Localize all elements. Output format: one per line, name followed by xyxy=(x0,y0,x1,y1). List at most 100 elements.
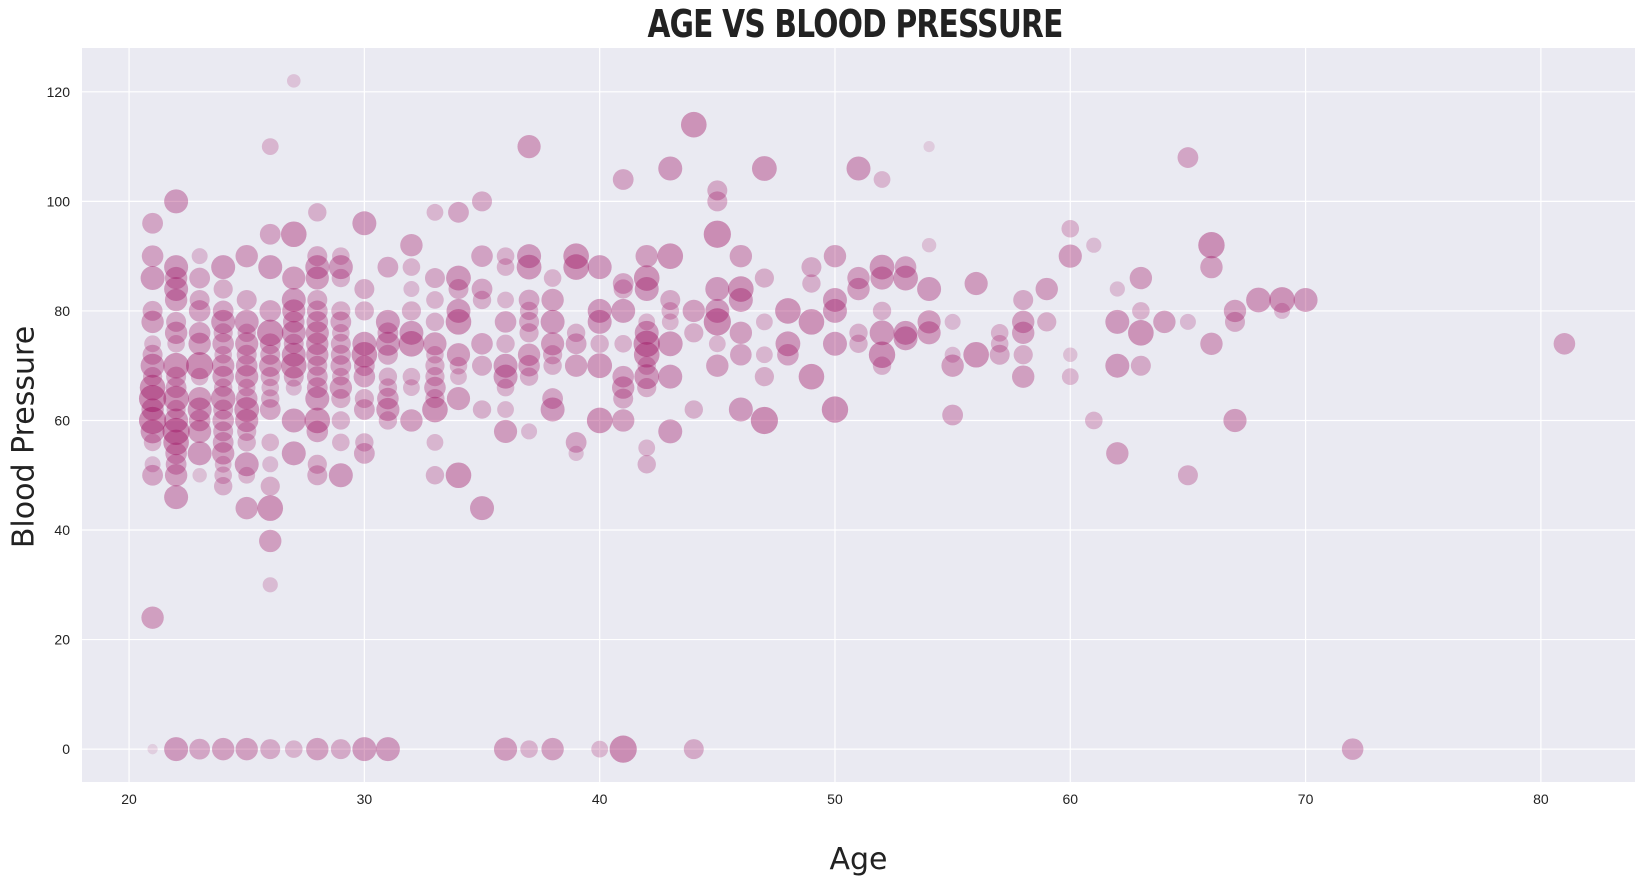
data-point xyxy=(305,255,330,280)
data-point xyxy=(754,268,774,288)
data-point xyxy=(260,367,280,387)
data-point xyxy=(705,277,730,302)
data-point xyxy=(235,332,259,356)
data-point xyxy=(729,321,753,345)
data-point xyxy=(328,463,353,488)
data-point xyxy=(260,344,281,365)
data-point xyxy=(634,364,660,390)
data-point xyxy=(305,266,329,290)
data-point xyxy=(259,529,282,553)
data-point xyxy=(305,321,329,345)
data-point xyxy=(1013,289,1034,310)
data-point xyxy=(281,287,306,312)
data-point xyxy=(212,332,234,355)
x-tick-label: 70 xyxy=(1298,791,1314,807)
data-point xyxy=(190,367,209,386)
data-point xyxy=(633,330,660,357)
data-point xyxy=(680,111,707,138)
data-point xyxy=(191,248,208,265)
data-point xyxy=(307,355,328,376)
data-point xyxy=(425,312,445,332)
data-point xyxy=(187,397,212,422)
data-point xyxy=(398,330,425,357)
data-point xyxy=(138,384,167,413)
data-point xyxy=(614,334,632,353)
data-point xyxy=(1269,287,1295,313)
data-point xyxy=(520,740,538,758)
data-point xyxy=(728,397,753,422)
data-point xyxy=(755,313,773,331)
data-point xyxy=(823,244,847,268)
data-point xyxy=(964,271,988,296)
data-point xyxy=(211,309,236,334)
data-point xyxy=(306,343,329,366)
data-point xyxy=(307,246,328,267)
data-point xyxy=(236,344,257,365)
data-point xyxy=(164,189,189,214)
data-point xyxy=(142,367,163,387)
data-point xyxy=(261,378,280,397)
data-point xyxy=(1177,147,1199,168)
y-axis-ticks: 0 20 40 60 80 100 120 xyxy=(47,84,71,757)
data-point xyxy=(425,388,445,409)
data-point xyxy=(661,302,680,320)
data-point xyxy=(565,333,587,355)
data-point xyxy=(1553,332,1576,355)
data-point xyxy=(1223,299,1247,323)
data-point xyxy=(235,365,259,389)
data-point xyxy=(1037,312,1057,332)
data-point xyxy=(917,277,942,302)
data-point xyxy=(944,346,961,363)
data-point xyxy=(541,332,565,356)
data-point xyxy=(682,299,705,323)
data-point xyxy=(331,268,351,288)
data-point xyxy=(990,324,1009,342)
data-point xyxy=(306,377,328,399)
data-point xyxy=(189,289,210,310)
x-axis-ticks: 20 30 40 50 60 70 80 xyxy=(121,791,1549,807)
data-point xyxy=(872,301,892,321)
data-point xyxy=(163,352,189,379)
data-point xyxy=(235,387,258,410)
data-point xyxy=(259,333,281,355)
data-point xyxy=(165,442,187,465)
data-point xyxy=(330,739,351,760)
data-point xyxy=(283,333,304,354)
data-point xyxy=(493,353,518,378)
data-point xyxy=(164,408,189,433)
data-point xyxy=(259,223,281,245)
data-point xyxy=(282,299,306,323)
data-point xyxy=(235,408,259,433)
data-point xyxy=(638,439,656,457)
data-point xyxy=(378,367,398,386)
data-point xyxy=(189,267,211,289)
data-point xyxy=(284,740,303,758)
data-point xyxy=(422,396,448,423)
data-point xyxy=(1130,355,1151,376)
data-point xyxy=(450,368,467,386)
data-point xyxy=(308,203,327,222)
data-point xyxy=(519,323,539,343)
data-point xyxy=(517,244,542,269)
data-point xyxy=(188,409,211,432)
data-point xyxy=(1224,311,1245,332)
data-point xyxy=(306,737,329,761)
data-point xyxy=(496,258,515,276)
data-point xyxy=(262,577,278,593)
data-point xyxy=(777,343,799,366)
data-point xyxy=(516,254,542,280)
data-point xyxy=(213,399,234,420)
data-point xyxy=(164,464,188,487)
data-point xyxy=(353,442,375,464)
data-point xyxy=(609,735,637,763)
data-point xyxy=(213,279,233,299)
data-point xyxy=(355,433,374,452)
data-point xyxy=(821,396,849,423)
data-point xyxy=(847,277,870,301)
chart-title: AGE VS BLOOD PRESSURE xyxy=(647,2,1063,46)
data-point xyxy=(304,407,331,434)
data-point xyxy=(352,737,377,762)
data-point xyxy=(446,386,471,411)
data-point xyxy=(1086,237,1102,253)
data-point xyxy=(543,269,562,287)
